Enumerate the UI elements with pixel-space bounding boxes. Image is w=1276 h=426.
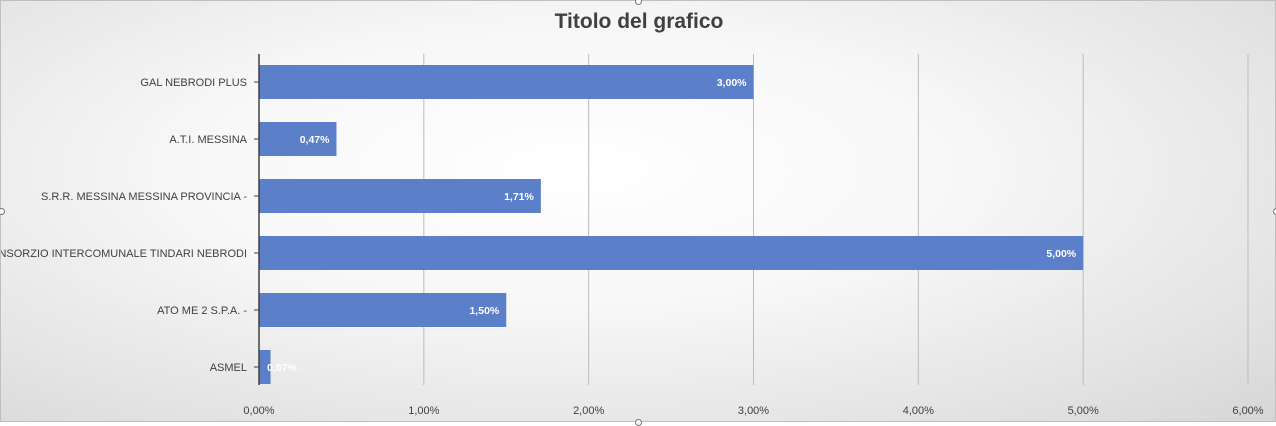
data-label: 0,47% <box>300 134 330 146</box>
data-label: 1,71% <box>504 191 534 203</box>
bar[interactable] <box>259 293 507 327</box>
category-label: CONSORZIO INTERCOMUNALE TINDARI NEBRODI <box>1 248 247 260</box>
bar[interactable] <box>259 65 754 99</box>
data-label: 0,07% <box>267 362 297 374</box>
x-tick-label: 1,00% <box>408 405 439 417</box>
bar[interactable] <box>259 350 271 384</box>
data-label: 3,00% <box>717 77 747 89</box>
x-tick-label: 3,00% <box>738 405 769 417</box>
x-tick-label: 4,00% <box>903 405 934 417</box>
bar[interactable] <box>259 179 541 213</box>
category-label: S.R.R. MESSINA MESSINA PROVINCIA - <box>41 191 247 203</box>
x-tick-label: 0,00% <box>243 405 274 417</box>
data-label: 1,50% <box>469 305 499 317</box>
data-label: 5,00% <box>1046 248 1076 260</box>
x-tick-label: 5,00% <box>1068 405 1099 417</box>
resize-handle-left[interactable] <box>0 208 5 215</box>
category-label: ASMEL <box>210 362 247 374</box>
x-tick-label: 2,00% <box>573 405 604 417</box>
bar[interactable] <box>259 122 337 156</box>
resize-handle-top[interactable] <box>635 0 642 5</box>
bar[interactable] <box>259 236 1084 270</box>
x-tick-label: 6,00% <box>1232 405 1263 417</box>
chart-title[interactable]: Titolo del grafico <box>554 10 724 33</box>
category-label: A.T.I. MESSINA <box>169 134 247 146</box>
category-label: ATO ME 2 S.P.A. - <box>157 305 247 317</box>
category-label: GAL NEBRODI PLUS <box>140 77 247 89</box>
resize-handle-right[interactable] <box>1273 208 1276 215</box>
resize-handle-bottom[interactable] <box>635 419 642 426</box>
